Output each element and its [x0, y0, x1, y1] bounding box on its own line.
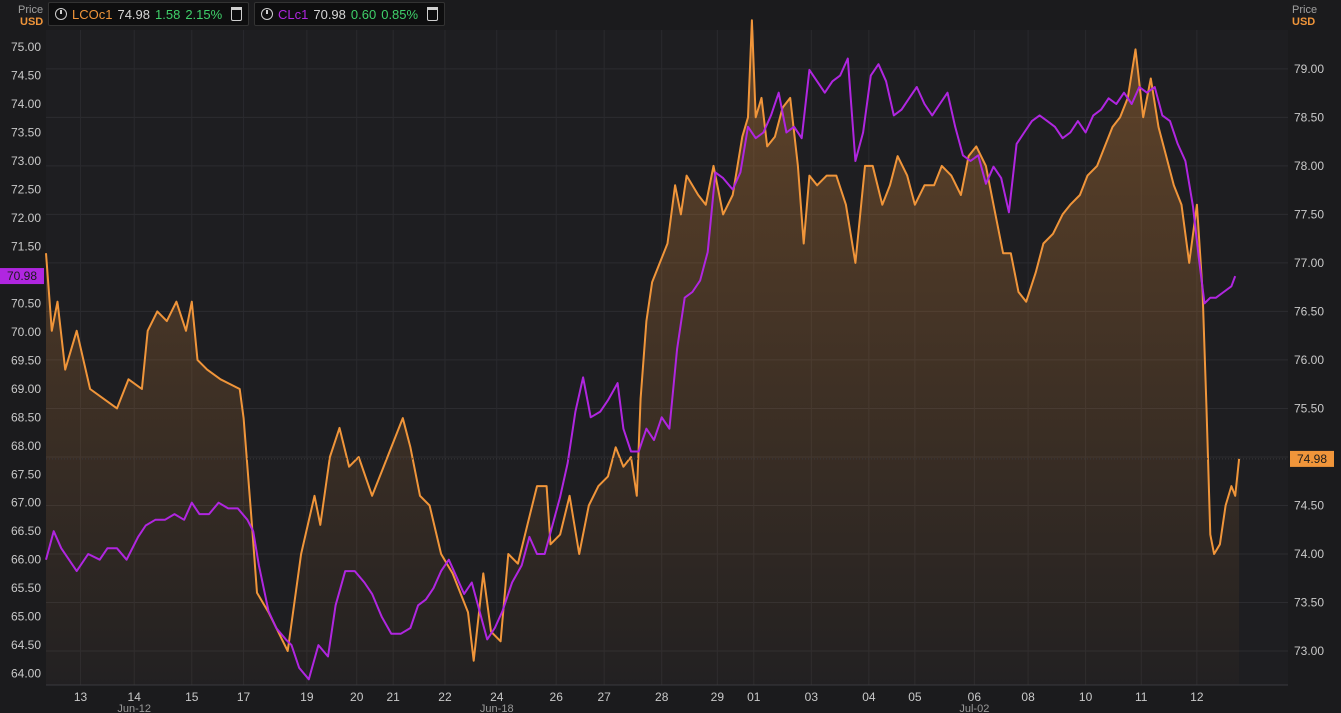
right-tick-label: 78.50: [1294, 110, 1324, 124]
left-axis-price-label: Price: [18, 4, 43, 16]
legend-cl-change: 0.60: [350, 6, 377, 22]
left-tick-label: 66.00: [11, 553, 41, 567]
left-tick-label: 70.00: [11, 325, 41, 339]
legend-lco[interactable]: LCOc1 74.98 1.58 2.15%: [48, 2, 250, 26]
x-tick-label: 13: [74, 690, 88, 704]
x-tick-label: 06: [968, 690, 982, 704]
left-tick-label: 67.50: [11, 467, 41, 481]
right-tick-label: 74.00: [1294, 547, 1324, 561]
right-tick-label: 73.50: [1294, 596, 1324, 610]
left-tick-label: 75.00: [11, 40, 41, 54]
x-tick-label: 05: [908, 690, 922, 704]
x-tick-label: 21: [386, 690, 400, 704]
right-axis-price-label: Price: [1292, 4, 1317, 16]
left-tick-label: 68.50: [11, 410, 41, 424]
left-tick-label: 73.00: [11, 154, 41, 168]
left-tick-label: 66.50: [11, 524, 41, 538]
clock-icon: [261, 8, 273, 20]
right-tick-label: 73.00: [1294, 644, 1324, 658]
right-price-tag-label: 74.98: [1297, 452, 1327, 466]
left-tick-label: 73.50: [11, 126, 41, 140]
legend-lco-last: 74.98: [117, 6, 151, 22]
x-tick-label: 22: [438, 690, 452, 704]
x-tick-label: 12: [1190, 690, 1204, 704]
x-tick-label: 20: [350, 690, 364, 704]
legend-lco-ric: LCOc1: [72, 6, 113, 22]
left-tick-label: 72.00: [11, 211, 41, 225]
left-tick-label: 74.50: [11, 69, 41, 83]
left-tick-label: 71.50: [11, 239, 41, 253]
right-tick-label: 78.00: [1294, 159, 1324, 173]
x-tick-label: 08: [1021, 690, 1035, 704]
x-month-label: Jul-02: [959, 703, 989, 713]
left-tick-label: 69.00: [11, 382, 41, 396]
x-tick-label: 27: [597, 690, 611, 704]
left-tick-label: 64.00: [11, 667, 41, 681]
x-tick-label: 01: [747, 690, 761, 704]
series-area-LCOc1: [46, 20, 1240, 686]
x-tick-label: 11: [1135, 690, 1148, 704]
right-tick-label: 76.00: [1294, 353, 1324, 367]
x-tick-label: 19: [300, 690, 314, 704]
x-tick-label: 26: [550, 690, 564, 704]
left-tick-label: 69.50: [11, 353, 41, 367]
x-tick-label: 04: [862, 690, 876, 704]
left-axis: 64.00 64.50 65.00 65.50 66.00 66.50 67.00 67.50…: [11, 40, 41, 681]
left-axis-usd-label: USD: [20, 16, 43, 28]
series-line-CLc1[interactable]: [45, 57, 1237, 681]
trash-icon[interactable]: [231, 7, 243, 21]
legend-cl-pct: 0.85%: [381, 6, 419, 22]
left-tick-label: 72.50: [11, 182, 41, 196]
left-tick-label: 65.00: [11, 610, 41, 624]
right-tick-label: 75.50: [1294, 401, 1324, 415]
right-price-tag: [1290, 450, 1334, 467]
x-tick-label: 03: [805, 690, 819, 704]
x-month-label: Jun-18: [480, 703, 514, 713]
right-axis: 73.0073.5074.0074.5075.0075.5076.0076.50…: [1294, 62, 1324, 658]
legend-cl[interactable]: CLc1 70.98 0.60 0.85%: [254, 2, 446, 26]
x-month-label: Jun-12: [117, 703, 151, 713]
price-tags: 70.98 74.98: [0, 268, 1334, 467]
line-layer: [45, 19, 1241, 681]
trash-icon[interactable]: [427, 7, 439, 21]
x-tick-label: 17: [237, 690, 251, 704]
x-tick-label: 10: [1079, 690, 1093, 704]
left-tick-label: 65.50: [11, 581, 41, 595]
right-tick-label: 77.50: [1294, 207, 1324, 221]
clock-icon: [55, 8, 67, 20]
right-tick-label: 77.00: [1294, 256, 1324, 270]
left-price-tag-label: 70.98: [7, 269, 37, 283]
right-tick-label: 74.50: [1294, 498, 1324, 512]
x-tick-label: 15: [185, 690, 199, 704]
x-tick-label: 28: [655, 690, 669, 704]
legend-lco-pct: 2.15%: [185, 6, 223, 22]
left-tick-label: 74.00: [11, 97, 41, 111]
left-tick-label: 67.00: [11, 496, 41, 510]
x-axis: 13 14 15 17 19 20 21 22 24 26 27 28 29 01 03 04 05 06 08 10…: [46, 684, 1288, 713]
area-layer: [46, 20, 1240, 686]
legend-cl-last: 70.98: [313, 6, 346, 22]
x-tick-label: 29: [711, 690, 725, 704]
legend-cl-ric: CLc1: [278, 6, 309, 22]
left-tick-label: 70.50: [11, 296, 41, 310]
left-tick-label: 68.00: [11, 439, 41, 453]
legend-lco-change: 1.58: [155, 6, 181, 22]
right-tick-label: 76.50: [1294, 304, 1324, 318]
x-tick-label: 14: [128, 690, 142, 704]
left-tick-label: 64.50: [11, 638, 41, 652]
right-tick-label: 79.00: [1294, 62, 1324, 76]
x-tick-label: 24: [490, 690, 504, 704]
left-price-tag: [0, 268, 44, 285]
right-axis-usd-label: USD: [1292, 16, 1315, 28]
